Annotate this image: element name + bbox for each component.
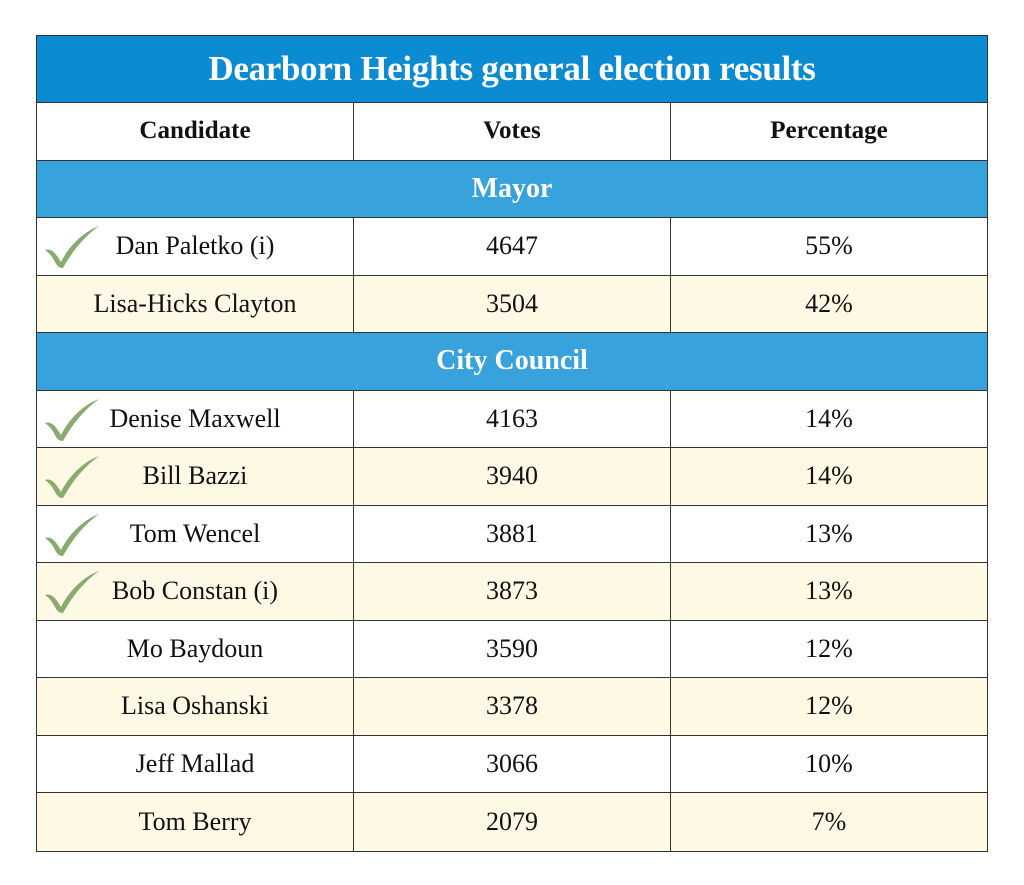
votes-cell: 3590 [354, 620, 671, 677]
candidate-cell: Tom Wencel [37, 505, 354, 562]
candidate-cell: Bob Constan (i) [37, 563, 354, 620]
table-title: Dearborn Heights general election result… [37, 36, 987, 103]
votes-cell: 3066 [354, 735, 671, 792]
section-header: Mayor [37, 160, 987, 218]
table-row: Lisa-Hicks Clayton 3504 42% [37, 275, 987, 333]
candidate-name: Bill Bazzi [142, 461, 248, 491]
percentage-cell: 7% [811, 806, 847, 836]
candidate-name: Lisa-Hicks Clayton [93, 288, 297, 318]
votes-cell: 2079 [354, 793, 671, 851]
table-row: Tom Berry 2079 7% [37, 793, 987, 851]
winner-check-icon [45, 513, 99, 556]
header-row: Candidate Votes Percentage [37, 103, 987, 161]
candidate-name: Bob Constan (i) [111, 576, 279, 606]
table-row: Bill Bazzi 3940 14% [37, 448, 987, 506]
winner-check-icon [45, 226, 99, 268]
percentage-cell: 14% [805, 403, 853, 433]
candidate-cell: Lisa Oshanski [37, 678, 354, 735]
candidate-name: Mo Baydoun [126, 633, 264, 663]
candidate-cell: Lisa-Hicks Clayton [37, 275, 354, 332]
candidate-name: Lisa Oshanski [120, 691, 270, 721]
candidate-cell: Denise Maxwell [37, 390, 354, 447]
table-row: Lisa Oshanski 3378 12% [37, 678, 987, 736]
table-row: Denise Maxwell 4163 14% [37, 390, 987, 448]
percentage-cell: 12% [805, 633, 853, 663]
percentage-cell: 42% [805, 288, 853, 318]
percentage-cell: 12% [805, 691, 853, 721]
table-body: Mayor Dan Paletko (i) 4647 55% Lisa-Hicks Cl… [37, 160, 987, 851]
header-percentage: Percentage [770, 117, 888, 145]
winner-check-icon [45, 571, 99, 613]
table-row: Mo Baydoun 3590 12% [37, 620, 987, 678]
candidate-cell: Dan Paletko (i) [37, 218, 354, 275]
votes-cell: 4163 [354, 390, 671, 447]
election-results-table: Dearborn Heights general election result… [36, 35, 988, 852]
candidate-name: Denise Maxwell [109, 403, 281, 433]
percentage-cell: 10% [805, 748, 853, 778]
candidate-name: Tom Wencel [129, 518, 261, 548]
section-header: City Council [37, 333, 987, 391]
table-row: Tom Wencel 3881 13% [37, 505, 987, 563]
candidate-name: Dan Paletko (i) [115, 231, 275, 261]
table-row: Bob Constan (i) 3873 13% [37, 563, 987, 621]
votes-cell: 3504 [354, 275, 671, 332]
candidate-name: Jeff Mallad [135, 748, 255, 778]
header-candidate: Candidate [37, 103, 354, 160]
votes-cell: 4647 [354, 218, 671, 275]
table-row: Jeff Mallad 3066 10% [37, 735, 987, 793]
candidate-name: Tom Berry [138, 806, 252, 836]
percentage-cell: 13% [805, 518, 853, 548]
percentage-cell: 55% [805, 231, 853, 261]
votes-cell: 3873 [354, 563, 671, 620]
candidate-cell: Bill Bazzi [37, 448, 354, 505]
header-votes: Votes [354, 103, 671, 160]
candidate-cell: Mo Baydoun [37, 620, 354, 677]
percentage-cell: 14% [805, 461, 853, 491]
winner-check-icon [45, 398, 99, 441]
votes-cell: 3881 [354, 505, 671, 562]
candidate-cell: Jeff Mallad [37, 735, 354, 792]
percentage-cell: 13% [805, 576, 853, 606]
candidate-cell: Tom Berry [37, 793, 354, 851]
votes-cell: 3940 [354, 448, 671, 505]
votes-cell: 3378 [354, 678, 671, 735]
table-row: Dan Paletko (i) 4647 55% [37, 218, 987, 276]
winner-check-icon [45, 456, 99, 498]
